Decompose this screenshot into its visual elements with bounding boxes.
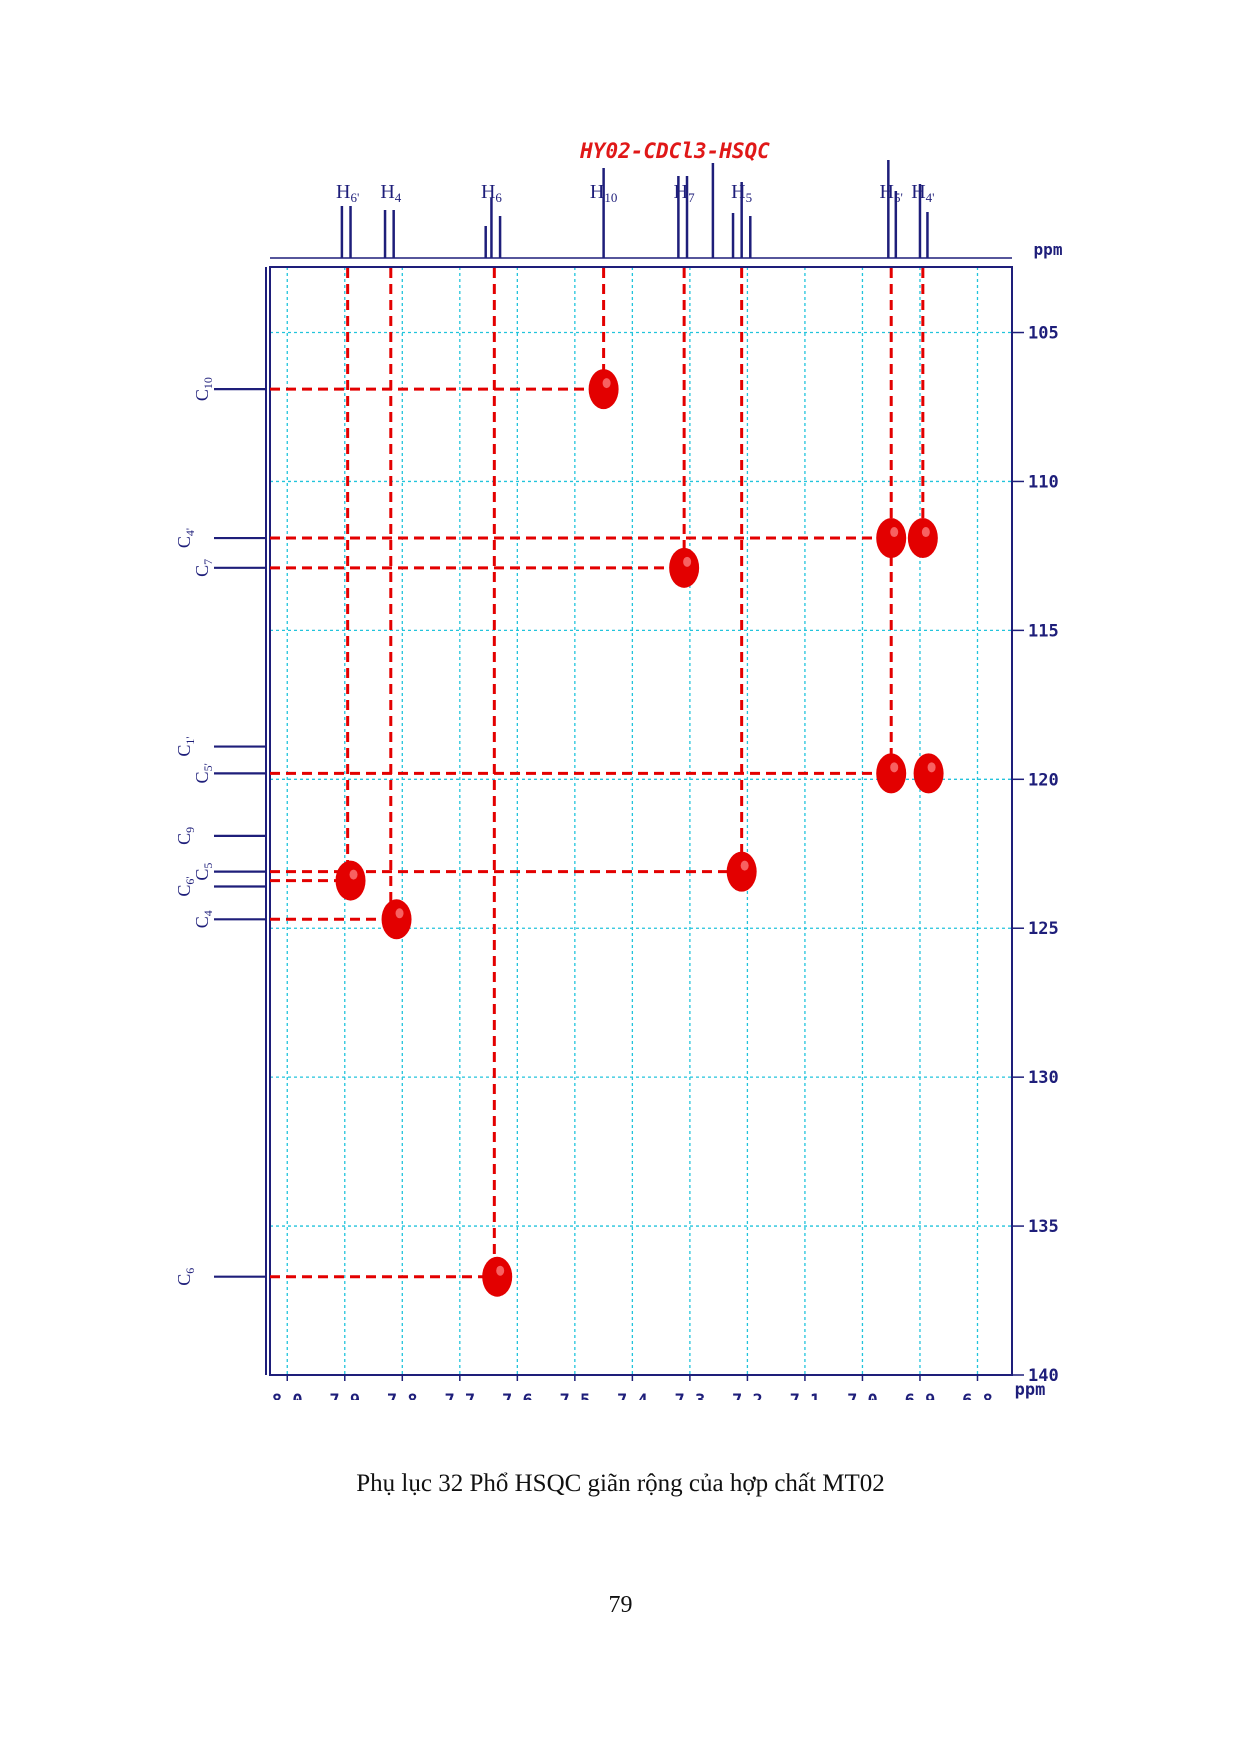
chart-title: HY02-CDCl3-HSQC [579,139,770,163]
axis-ticks: 8.0 7.9 7.8 7.7 7.6 7.5 7.4 7.3 7.2 7.1 7.0 6.9 6.8 1… [272,324,1059,1400]
x-axis-unit-label: ppm [1015,1380,1046,1400]
y-tick-label: 115 [1028,621,1059,641]
plot-border [269,266,1013,1376]
cross-peak-highlight [890,527,899,538]
y-tick-label: 110 [1028,472,1059,492]
hsqc-cross-peaks [335,369,944,1297]
proton-peak-label: H5' [880,181,903,205]
figure-caption: Phụ lục 32 Phổ HSQC giãn rộng của hợp ch… [356,1470,885,1497]
y-tick-label: 140 [1028,1366,1059,1386]
cross-peak-highlight [496,1265,505,1276]
cross-peak-highlight [740,860,749,871]
cross-peak [913,753,944,794]
cross-peak [876,518,907,559]
cross-peak-highlight [602,378,611,389]
y-tick-label: 135 [1028,1217,1059,1237]
x-tick-label: 8.0 [272,1391,303,1400]
proton-peak-label: H6 [481,181,502,205]
carbon-peak-label: C5' [192,763,215,783]
carbon-peak-label: C10 [192,377,215,401]
proton-peak-label: H6' [336,181,359,205]
proton-peak-label: H4 [380,181,401,205]
x-tick-label: 6.8 [962,1391,993,1400]
carbon-peak-label: C7 [192,559,215,577]
cross-peak [482,1256,513,1297]
cross-peak [907,518,938,559]
x-tick-label: 6.9 [905,1391,936,1400]
x-tick-label: 7.6 [502,1391,533,1400]
x-tick-label: 7.4 [617,1391,648,1400]
x-tick-label: 7.8 [387,1391,418,1400]
x-tick-label: 7.3 [675,1391,706,1400]
carbon-peak-label: C6' [174,876,197,896]
cross-peak-highlight [927,762,936,773]
x-tick-label: 7.1 [790,1391,821,1400]
proton-peak-label: H7 [674,181,695,205]
carbon-peak-label: C6 [174,1268,197,1286]
proton-1d-spectrum: H6' H4 H6 H10 H7 H5 H5' H4' [270,160,1012,259]
proton-peak-label: H4' [911,181,934,205]
cross-peak-highlight [890,762,899,773]
x-tick-label: 7.2 [732,1391,763,1400]
cross-peak [588,369,619,410]
top-axis-unit-label: ppm [1034,240,1063,259]
cross-peak [876,753,907,794]
cross-peak [381,899,412,940]
cross-peak-highlight [921,527,930,538]
proton-peak-label: H5 [731,181,752,205]
cross-peak-highlight [349,869,358,880]
y-tick-label: 120 [1028,770,1059,790]
cross-peak [335,860,366,901]
hsqc-spectrum-figure: H6' H4 H6 H10 H7 H5 H5' H4' C10C4'C7C1'C5'C9C5C… [174,139,1063,1400]
carbon-peak-label: C4' [174,528,197,548]
correlation-guide-lines [270,268,925,1279]
cross-peak-highlight [395,908,404,919]
x-tick-label: 7.5 [559,1391,590,1400]
y-tick-label: 105 [1028,324,1059,344]
proton-peak-label: H10 [590,181,617,205]
y-tick-label: 130 [1028,1068,1059,1088]
cross-peak [726,851,757,892]
x-tick-label: 7.9 [329,1391,360,1400]
plot-frame [269,266,1013,1376]
x-tick-label: 7.7 [444,1391,475,1400]
carbon-peak-label: C9 [174,827,197,845]
grid-lines [270,267,1012,1375]
y-tick-label: 125 [1028,919,1059,939]
x-tick-label: 7.0 [847,1391,878,1400]
carbon-peak-label: C4 [192,910,215,928]
cross-peak-highlight [683,556,692,567]
page-number: 79 [608,1592,633,1618]
carbon-peak-label: C1' [174,736,197,756]
cross-peak [669,547,700,588]
